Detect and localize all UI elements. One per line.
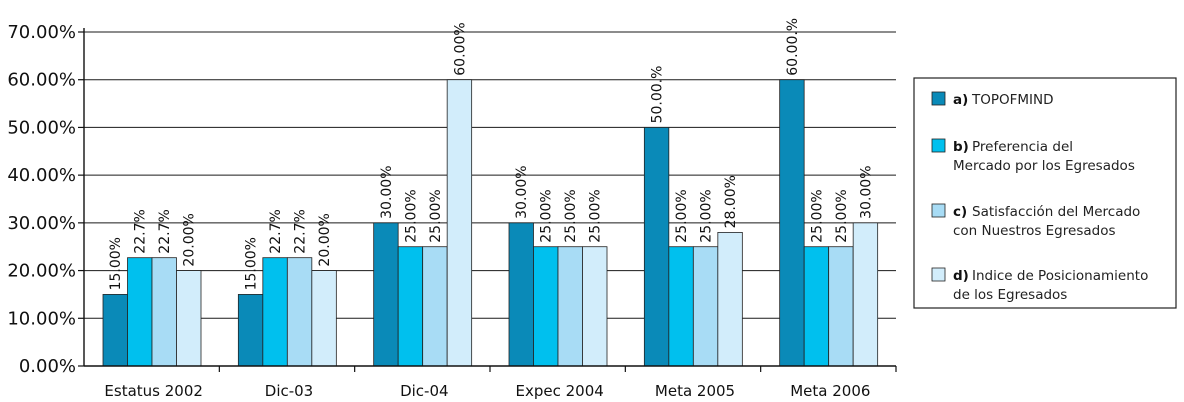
axes: 0.00% 10.00% 20.00% 30.00% 40.00% 50.00% 60.00… (7, 22, 897, 400)
data-label: 20.00% (182, 213, 198, 266)
bar-a-1 (237, 294, 264, 367)
data-label: 25.00% (588, 189, 604, 242)
x-tick-label: Estatus 2002 (104, 382, 203, 400)
data-label: 28.00% (723, 175, 739, 228)
data-label: 50.00.% (650, 66, 666, 124)
bar-d-0 (176, 270, 202, 367)
legend-label: con Nuestros Egresados (953, 223, 1115, 239)
y-tick-label: 40.00% (7, 165, 76, 186)
legend-swatch (931, 138, 946, 153)
bar-d-5 (852, 222, 879, 367)
legend-swatch (931, 203, 946, 218)
legend: a) TOPOFMIND b) Preferencia del Mercado por … (913, 77, 1177, 309)
y-tick-label: 0.00% (19, 356, 76, 377)
legend-letter: c) (953, 204, 967, 220)
bar-c-0 (151, 257, 177, 367)
data-label: 30.00% (514, 165, 530, 218)
x-tick-label: Dic-04 (400, 382, 448, 400)
data-label: 22.7% (268, 209, 284, 253)
data-label: 25.00% (809, 189, 825, 242)
bar-d-3 (582, 246, 608, 367)
legend-swatch (931, 267, 946, 282)
bar-d-2 (446, 79, 473, 367)
legend-letter: a) (953, 92, 968, 108)
data-label: 22.7% (293, 209, 309, 253)
data-label: 22.7% (157, 209, 173, 253)
bar-d-4 (717, 231, 743, 367)
bar-b-1 (262, 257, 288, 367)
data-label: 60.00.% (785, 18, 801, 76)
bar-b-3 (533, 246, 559, 367)
data-label: 25.00% (403, 189, 419, 242)
bar-b-5 (803, 246, 830, 367)
data-label: 25.00% (428, 189, 444, 242)
gridlines (84, 31, 896, 319)
data-label: 15.00% (108, 237, 124, 290)
legend-letter: b) (953, 139, 969, 155)
x-tick-label: Meta 2006 (790, 382, 870, 400)
data-label: 20.00% (317, 213, 333, 266)
y-tick-label: 70.00% (7, 22, 76, 43)
data-label: 25.00% (539, 189, 555, 242)
y-tick-label: 50.00% (7, 117, 76, 138)
legend-label: TOPOFMIND (971, 92, 1054, 108)
x-tick-label: Meta 2005 (655, 382, 735, 400)
bar-c-1 (286, 257, 313, 367)
bar-a-3 (508, 222, 534, 367)
bar-c-5 (828, 246, 854, 367)
data-label: 25.00% (563, 189, 579, 242)
data-label: 60.00% (452, 22, 468, 75)
y-tick-label: 30.00% (7, 213, 76, 234)
legend-swatch (931, 91, 946, 106)
data-label: 30.00% (858, 165, 874, 218)
bar-b-2 (397, 246, 424, 367)
legend-label: Mercado por los Egresados (953, 158, 1135, 174)
legend-box (913, 77, 1177, 309)
bar-a-0 (102, 294, 128, 367)
legend-label: Satisfacción del Mercado (972, 204, 1140, 220)
bar-a-5 (779, 79, 805, 367)
bars-layer (102, 79, 879, 367)
x-tick-label: Expec 2004 (516, 382, 604, 400)
legend-label: Preferencia del (972, 139, 1073, 155)
bar-a-4 (643, 127, 670, 367)
bar-b-4 (668, 246, 694, 367)
data-label: 25.00% (699, 189, 715, 242)
y-tick-label: 20.00% (7, 261, 76, 282)
data-label: 25.00% (674, 189, 690, 242)
y-tick-label: 10.00% (7, 308, 76, 329)
legend-letter: d) (953, 268, 969, 284)
data-label: 15.00% (244, 237, 260, 290)
bar-b-0 (127, 257, 153, 367)
bar-a-2 (373, 222, 399, 367)
bar-d-1 (311, 270, 337, 367)
data-labels-layer: 15.00% 22.7% 22.7% 20.00% 15.00% 22.7% 22.7% 20… (108, 18, 874, 291)
bar-c-2 (422, 246, 448, 367)
data-label: 22.7% (133, 209, 149, 253)
bar-c-3 (557, 246, 583, 367)
bar-c-4 (692, 246, 719, 367)
data-label: 25.00% (834, 189, 850, 242)
legend-label: Indice de Posicionamiento (972, 268, 1148, 284)
data-label: 30.00% (379, 165, 395, 218)
x-tick-label: Dic-03 (265, 382, 313, 400)
y-tick-label: 60.00% (7, 70, 76, 91)
legend-label: de los Egresados (953, 287, 1067, 303)
